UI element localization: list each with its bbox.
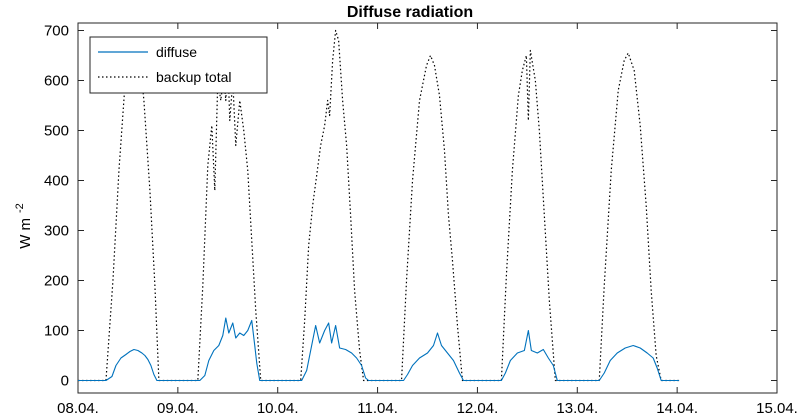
y-axis-label-text: W m [17, 218, 34, 249]
legend-label: diffuse [156, 44, 197, 60]
x-tick-label: 15.04. [756, 400, 798, 417]
y-tick-label: 0 [61, 373, 69, 390]
y-tick-label: 500 [44, 123, 69, 140]
legend-label: backup total [156, 69, 232, 85]
x-tick-label: 12.04. [457, 400, 499, 417]
y-tick-label: 400 [44, 173, 69, 190]
x-tick-label: 09.04. [157, 400, 199, 417]
x-tick-label: 14.04. [656, 400, 698, 417]
y-tick-label: 700 [44, 23, 69, 40]
plot-area: 08.04. 09.04. 10.04. 11.04. 12.04. 13.04. 14.0… [44, 22, 798, 417]
chart-title: Diffuse radiation [347, 4, 473, 21]
series-line-backup-total [78, 29, 680, 382]
series-line-diffuse [78, 317, 680, 382]
y-tick-label: 600 [44, 73, 69, 90]
y-tick-label: 100 [44, 323, 69, 340]
y-tick-label: 300 [44, 223, 69, 240]
y-axis-label-superscript: -2 [14, 203, 26, 213]
x-tick-label: 13.04. [556, 400, 598, 417]
y-axis-label: W m -2 [14, 203, 34, 249]
y-tick-label: 200 [44, 273, 69, 290]
x-tick-label: 08.04. [57, 400, 99, 417]
x-tick-label: 11.04. [357, 400, 398, 417]
x-tick-label: 10.04. [257, 400, 299, 417]
legend-box [89, 36, 268, 94]
plot-frame [77, 22, 778, 394]
